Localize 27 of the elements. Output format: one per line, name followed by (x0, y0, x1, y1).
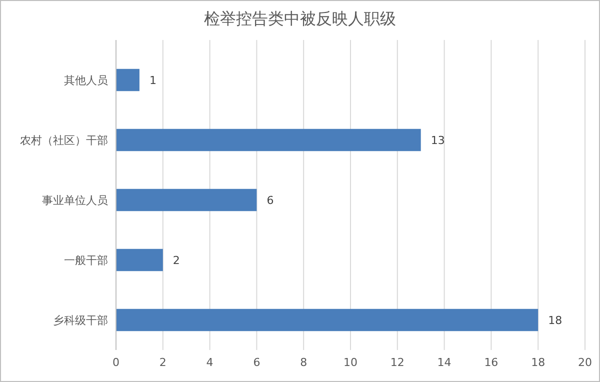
x-tick-label: 0 (112, 356, 120, 369)
x-tick-label: 16 (484, 356, 498, 369)
y-tick-label: 农村（社区）干部 (20, 134, 108, 147)
y-tick-label: 其他人员 (64, 74, 108, 87)
x-tick-label: 2 (159, 356, 166, 369)
x-tick-label: 10 (344, 356, 358, 369)
data-label: 2 (172, 254, 180, 267)
data-label: 18 (548, 314, 562, 327)
data-label: 6 (266, 194, 274, 207)
data-label: 13 (430, 134, 445, 147)
x-tick-label: 12 (390, 356, 404, 369)
data-label: 1 (149, 74, 156, 87)
x-tick-label: 4 (206, 356, 214, 369)
x-tick-label: 20 (578, 356, 592, 369)
x-tick-label: 14 (437, 356, 452, 369)
y-tick-label: 一般干部 (64, 254, 108, 267)
chart-title: 检举控告类中被反映人职级 (204, 9, 396, 28)
bar (116, 308, 538, 332)
bar (116, 128, 421, 152)
y-tick-label: 事业单位人员 (42, 194, 108, 207)
bar (116, 248, 163, 272)
bar (116, 188, 257, 212)
bar (116, 68, 140, 92)
x-tick-label: 18 (531, 356, 546, 369)
y-tick-label: 乡科级干部 (53, 314, 108, 327)
x-tick-label: 6 (253, 356, 260, 369)
x-tick-label: 8 (300, 356, 308, 369)
